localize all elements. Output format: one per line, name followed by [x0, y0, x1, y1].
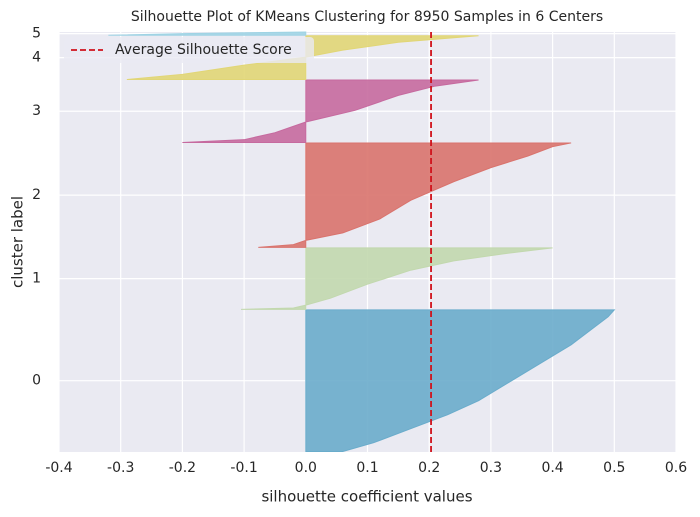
x-tick-label: 0.3: [480, 460, 502, 476]
x-tick-label: 0.6: [665, 460, 687, 476]
x-axis-label: silhouette coefficient values: [261, 488, 472, 506]
y-tick-label: 2: [32, 187, 41, 203]
x-tick-label: -0.2: [169, 460, 196, 476]
x-tick-label: -0.3: [107, 460, 134, 476]
x-tick-label: -0.1: [230, 460, 257, 476]
y-tick-label: 4: [32, 50, 41, 66]
y-tick-label: 1: [32, 271, 41, 287]
cluster-area: [305, 309, 616, 453]
x-tick-label: 0.2: [418, 460, 440, 476]
x-tick-label: 0.1: [356, 460, 378, 476]
x-tick-label: 0.5: [603, 460, 625, 476]
cluster-area: [258, 142, 572, 248]
cluster-area: [108, 31, 307, 36]
x-tick-label: 0.0: [295, 460, 317, 476]
legend-box: [64, 37, 314, 63]
cluster-area: [182, 79, 479, 143]
chart-title: Silhouette Plot of KMeans Clustering for…: [131, 9, 603, 25]
y-tick-label: 3: [32, 103, 41, 119]
cluster-area: [241, 247, 553, 310]
y-axis-label: cluster label: [9, 196, 27, 288]
y-tick-label: 5: [32, 26, 41, 42]
x-tick-label: -0.4: [45, 460, 72, 476]
y-tick-label: 0: [32, 373, 41, 389]
legend-label: Average Silhouette Score: [115, 42, 292, 58]
x-tick-label: 0.4: [541, 460, 563, 476]
